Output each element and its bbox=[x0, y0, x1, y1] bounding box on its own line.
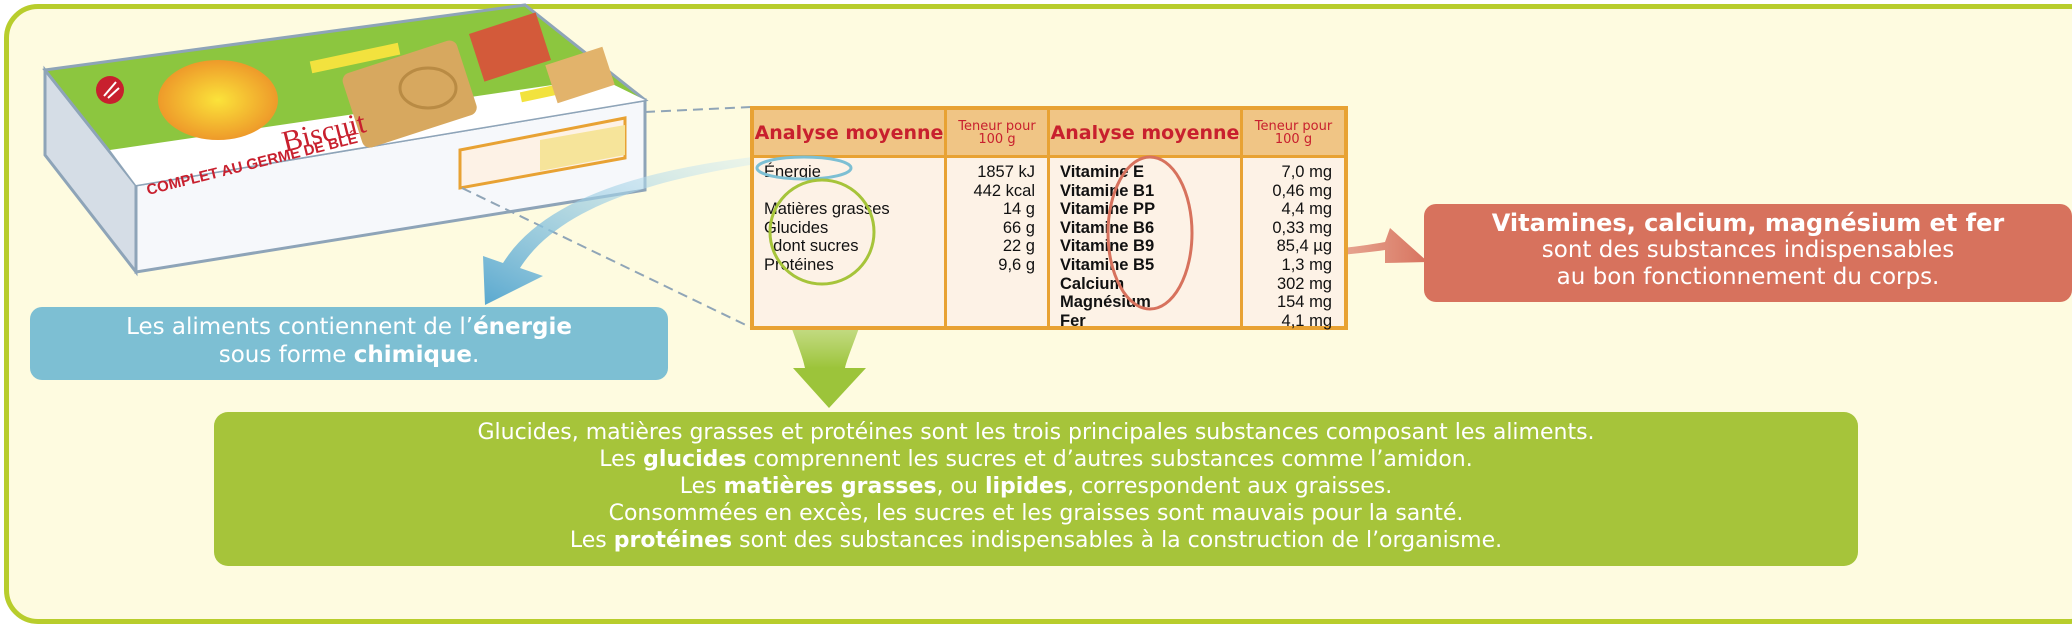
table-cell: 0,33 mg bbox=[1272, 218, 1332, 237]
nutrients-callout: Glucides, matières grasses et protéines … bbox=[214, 412, 1858, 566]
table-cell: 0,46 mg bbox=[1272, 181, 1332, 200]
table-cell: Vitamine E bbox=[1060, 163, 1145, 181]
analysis-column-left: Analyse moyenne Énergie Matières grasses… bbox=[754, 110, 947, 326]
table-header: Analyse moyenne bbox=[754, 110, 944, 158]
biscuit-box: Biscuit COMPLET AU GERME DE BLÉ bbox=[42, 3, 649, 277]
nutrition-table: Analyse moyenne Énergie Matières grasses… bbox=[750, 106, 1348, 330]
table-cell: dont sucres bbox=[764, 237, 859, 256]
table-cell bbox=[754, 182, 944, 201]
table-cell: Énergie bbox=[764, 163, 821, 181]
energy-callout: Les aliments contiennent de l’énergie so… bbox=[30, 307, 668, 380]
table-cell: Vitamine B6 bbox=[1060, 218, 1155, 237]
table-cell: 1,3 mg bbox=[1281, 255, 1332, 274]
table-cell: 7,0 mg bbox=[1281, 163, 1332, 181]
table-cell: Vitamine PP bbox=[1060, 200, 1156, 219]
content-column-left: Teneur pour 100 g 1857 kJ 442 kcal 14 g … bbox=[947, 110, 1050, 326]
table-header: Teneur pour 100 g bbox=[1243, 110, 1344, 158]
table-cell: Fer bbox=[1060, 311, 1086, 330]
table-cell: 4,4 mg bbox=[1281, 200, 1332, 219]
biscuit-icon bbox=[342, 40, 477, 148]
table-cell: 302 mg bbox=[1276, 274, 1332, 293]
energy-arrow bbox=[483, 155, 770, 305]
table-cell: 85,4 µg bbox=[1276, 237, 1332, 256]
table-cell: Calcium bbox=[1060, 274, 1125, 293]
connector-line bbox=[644, 106, 753, 113]
table-header: Analyse moyenne bbox=[1050, 110, 1240, 158]
table-cell: Matières grasses bbox=[764, 200, 890, 219]
table-header: Teneur pour 100 g bbox=[947, 110, 1047, 158]
table-cell: 1857 kJ bbox=[977, 163, 1035, 181]
table-cell: 4,1 mg bbox=[1281, 311, 1332, 330]
content-column-right: Teneur pour 100 g 7,0 mg 0,46 mg 4,4 mg … bbox=[1243, 110, 1344, 330]
table-cell: 66 g bbox=[1002, 218, 1035, 237]
table-cell: 442 kcal bbox=[973, 181, 1035, 200]
table-cell: Glucides bbox=[764, 218, 829, 237]
vitamin-callout: Vitamines, calcium, magnésium et fer son… bbox=[1424, 204, 2072, 302]
table-cell: Vitamine B9 bbox=[1060, 237, 1155, 256]
table-cell: 14 g bbox=[1002, 200, 1035, 219]
connector-line bbox=[461, 187, 753, 329]
table-cell: Protéines bbox=[764, 255, 834, 274]
table-cell: Vitamine B5 bbox=[1060, 255, 1155, 274]
table-cell: 9,6 g bbox=[998, 255, 1035, 274]
table-cell: Vitamine B1 bbox=[1060, 181, 1155, 200]
sun-icon bbox=[158, 60, 278, 140]
table-cell: 22 g bbox=[1002, 237, 1035, 256]
table-cell: 154 mg bbox=[1276, 293, 1332, 312]
analysis-column-right: Analyse moyenne Vitamine E Vitamine B1 V… bbox=[1050, 110, 1243, 330]
table-cell: Magnésium bbox=[1060, 293, 1151, 312]
illustration: Biscuit COMPLET AU GERME DE BLÉ Analyse … bbox=[4, 3, 2072, 624]
